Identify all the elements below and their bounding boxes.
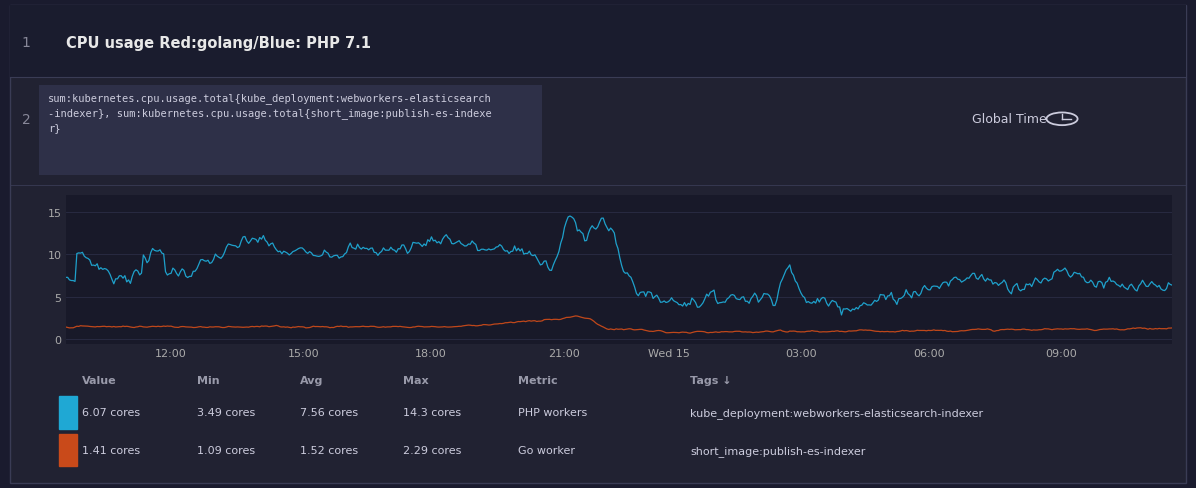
Text: Max: Max	[403, 375, 429, 385]
Text: 2.29 cores: 2.29 cores	[403, 445, 462, 455]
Text: 1.52 cores: 1.52 cores	[300, 445, 358, 455]
Text: Metric: Metric	[518, 375, 557, 385]
FancyBboxPatch shape	[39, 85, 542, 176]
Text: 2: 2	[22, 113, 30, 126]
Text: 1.41 cores: 1.41 cores	[81, 445, 140, 455]
Text: Value: Value	[81, 375, 116, 385]
Text: kube_deployment:webworkers-elasticsearch-indexer: kube_deployment:webworkers-elasticsearch…	[690, 407, 983, 418]
Text: 6.07 cores: 6.07 cores	[81, 407, 140, 418]
Text: Global Time: Global Time	[971, 113, 1046, 126]
Text: 7.56 cores: 7.56 cores	[300, 407, 358, 418]
Text: 1.09 cores: 1.09 cores	[196, 445, 255, 455]
Bar	[59, 434, 78, 467]
Text: short_image:publish-es-indexer: short_image:publish-es-indexer	[690, 445, 866, 456]
FancyBboxPatch shape	[10, 6, 1186, 483]
FancyBboxPatch shape	[10, 6, 1186, 78]
Text: Min: Min	[196, 375, 219, 385]
Bar	[59, 396, 78, 429]
Text: 14.3 cores: 14.3 cores	[403, 407, 462, 418]
Text: 1: 1	[22, 36, 30, 50]
Text: PHP workers: PHP workers	[518, 407, 587, 418]
Text: Avg: Avg	[300, 375, 323, 385]
Text: CPU usage Red:golang/Blue: PHP 7.1: CPU usage Red:golang/Blue: PHP 7.1	[66, 36, 371, 50]
Text: Tags ↓: Tags ↓	[690, 375, 732, 385]
Text: Go worker: Go worker	[518, 445, 575, 455]
Text: sum:kubernetes.cpu.usage.total{kube_deployment:webworkers-elasticsearch
-indexer: sum:kubernetes.cpu.usage.total{kube_depl…	[48, 93, 492, 133]
Text: 3.49 cores: 3.49 cores	[196, 407, 255, 418]
